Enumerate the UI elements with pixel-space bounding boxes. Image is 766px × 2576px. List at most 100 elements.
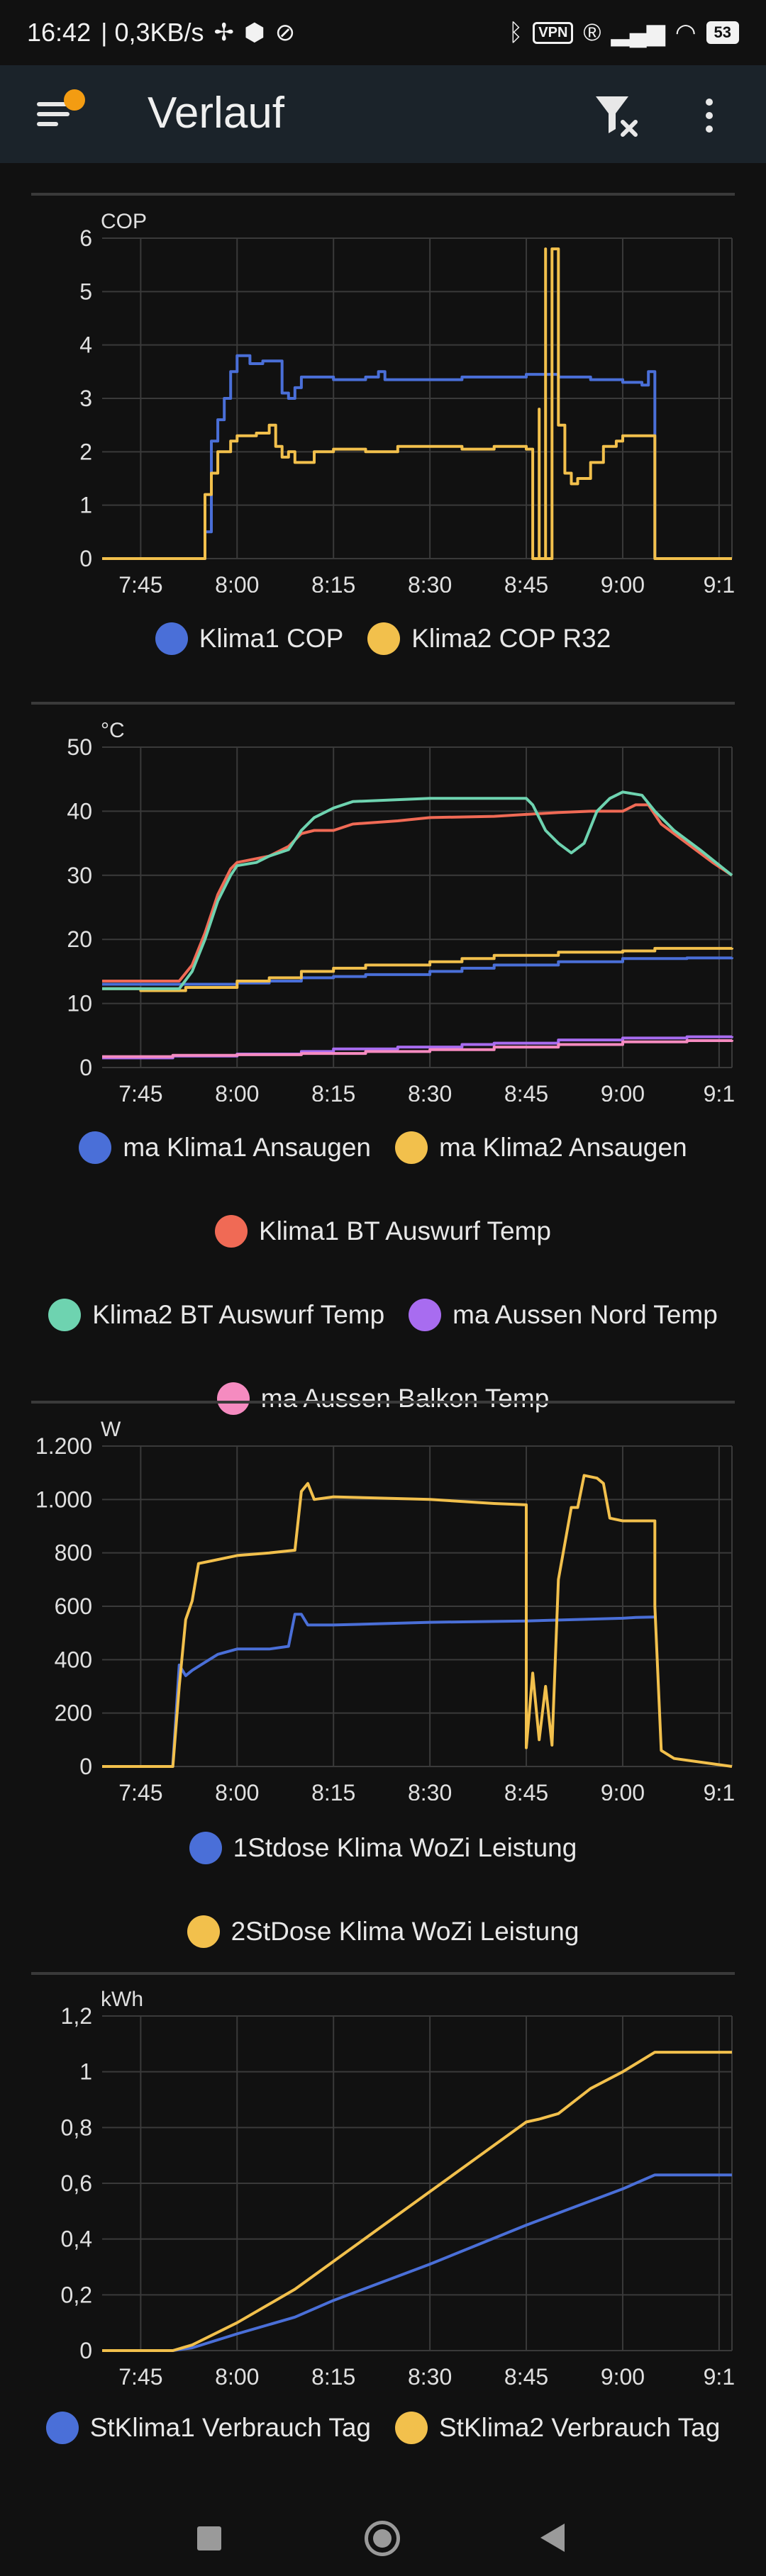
cop-chart[interactable]: COP 0 1 2 3 4 5 6 7:45 8:00 8:15 8:30 8:45 9:00 9:1	[31, 196, 735, 593]
x-tick-label: 8:30	[408, 1081, 452, 1102]
y-tick-label: 3	[79, 386, 92, 411]
app-notification-icon: ⬢	[244, 19, 265, 46]
cop-chart-card: COP 0 1 2 3 4 5 6 7:45 8:00 8:15 8:30 8:45 9:00 9:1 Kl…	[31, 193, 735, 672]
x-tick-label: 8:15	[311, 1081, 355, 1102]
series-line-2stdose-klima-wozi-leistung	[102, 1474, 733, 1768]
legend-item[interactable]: Klima1 BT Auswurf Temp	[215, 1211, 551, 1252]
legend-item[interactable]: 2StDose Klima WoZi Leistung	[187, 1911, 579, 1952]
legend-item[interactable]: ma Aussen Nord Temp	[409, 1294, 718, 1335]
y-tick-label: 200	[55, 1701, 92, 1726]
wifi-icon: ◠	[675, 19, 696, 46]
x-tick-label: 8:00	[215, 1780, 259, 1801]
temperature-chart[interactable]: °C 0 10 20 30 40 50 7:45 8:00 8:15 8:30 8:45 9:00 9:1	[31, 705, 735, 1102]
y-tick-label: 4	[79, 332, 92, 358]
legend-item[interactable]: StKlima1 Verbrauch Tag	[45, 2407, 371, 2448]
legend-item[interactable]: ma Klima1 Ansaugen	[79, 1127, 371, 1168]
series-line-stklima2-verbrauch-tag	[102, 2051, 732, 2352]
y-tick-label: 1,2	[61, 2003, 92, 2029]
legend-item[interactable]: Klima1 COP	[155, 618, 344, 659]
status-bar: 16:42 | 0,3KB/s ✢ ⬢ ⊘ ᛒ VPN ® ▂▄▆ ◠ 53	[0, 0, 766, 65]
legend-item[interactable]: Klima2 COP R32	[367, 618, 611, 659]
legend-swatch	[79, 1131, 112, 1164]
legend-label: Klima2 BT Auswurf Temp	[92, 1300, 385, 1329]
x-tick-label: 8:45	[504, 572, 548, 593]
x-tick-label: 9:1	[704, 1780, 735, 1801]
back-button[interactable]	[540, 2524, 565, 2552]
x-tick-label: 8:45	[504, 2364, 548, 2386]
x-tick-label: 8:00	[215, 572, 259, 593]
series-line-ma-aussen-balkon-temp	[102, 1039, 733, 1058]
legend-label: ma Aussen Nord Temp	[453, 1300, 718, 1329]
menu-icon	[37, 102, 70, 106]
x-tick-label: 7:45	[118, 2364, 162, 2386]
power-chart[interactable]: W 0 200 400 600 800 1.000 1.200 7:45 8:00 8:15 8:30…	[31, 1404, 735, 1801]
y-tick-label: 0	[79, 1754, 92, 1779]
energy-chart-legend: StKlima1 Verbrauch Tag StKlima2 Verbrauch…	[31, 2407, 735, 2448]
home-button[interactable]	[365, 2521, 400, 2556]
clear-filter-button[interactable]	[593, 91, 643, 140]
status-network-speed: | 0,3KB/s	[101, 18, 204, 47]
legend-swatch	[45, 2412, 79, 2444]
more-options-button[interactable]	[688, 91, 731, 140]
series-line-klima1-cop	[102, 354, 732, 560]
legend-item[interactable]: 1Stdose Klima WoZi Leistung	[189, 1827, 577, 1869]
legend-item[interactable]: StKlima2 Verbrauch Tag	[395, 2407, 720, 2448]
legend-label: ma Aussen Balkon Temp	[260, 1384, 550, 1413]
energy-chart-card: kWh 0 0,2 0,4 0,6 0,8 1 1,2 7:45 8:00 8:15 8:30 8:45…	[31, 1972, 735, 2468]
legend-label: ma Klima2 Ansaugen	[439, 1133, 687, 1162]
x-tick-label: 8:45	[504, 1081, 548, 1102]
notification-dot	[64, 89, 85, 111]
power-chart-card: W 0 200 400 600 800 1.000 1.200 7:45 8:00 8:15 8:30…	[31, 1401, 735, 1961]
series-line-ma-klima2-ansaugen	[102, 946, 733, 992]
legend-label: Klima2 COP R32	[411, 624, 611, 653]
y-tick-label: 10	[67, 991, 92, 1017]
recents-button[interactable]	[197, 2526, 221, 2550]
legend-item[interactable]: ma Aussen Balkon Temp	[216, 1378, 550, 1419]
x-tick-label: 8:00	[215, 2364, 259, 2386]
legend-label: Klima1 COP	[199, 624, 344, 653]
legend-swatch	[155, 622, 188, 655]
y-tick-label: 0,2	[61, 2282, 92, 2307]
legend-swatch	[395, 1131, 428, 1164]
y-tick-label: 1.200	[35, 1433, 92, 1459]
more-vert-dot	[706, 125, 713, 133]
x-tick-label: 7:45	[118, 572, 162, 593]
x-tick-label: 8:15	[311, 1780, 355, 1801]
y-tick-label: 40	[67, 798, 92, 824]
y-tick-label: 6	[79, 225, 92, 251]
legend-item[interactable]: ma Klima2 Ansaugen	[395, 1127, 687, 1168]
y-unit-label: kWh	[101, 1988, 143, 2011]
power-chart-legend: 1Stdose Klima WoZi Leistung 2StDose Klima…	[31, 1827, 735, 1952]
legend-swatch	[189, 1832, 222, 1864]
y-tick-label: 400	[55, 1647, 92, 1672]
series-line-klima2-bt-auswurf-temp	[102, 790, 733, 990]
x-tick-label: 8:30	[408, 572, 452, 593]
legend-label: 2StDose Klima WoZi Leistung	[231, 1917, 579, 1946]
x-tick-label: 9:00	[601, 1780, 645, 1801]
series-line-ma-klima1-ansaugen	[102, 956, 733, 986]
blocked-icon: ⊘	[274, 19, 296, 46]
y-tick-label: 1	[79, 2059, 92, 2085]
y-unit-label: °C	[101, 719, 125, 742]
series-line-klima1-bt-auswurf-temp	[102, 803, 733, 982]
x-tick-label: 9:00	[601, 1081, 645, 1102]
menu-icon-bar	[37, 112, 70, 116]
legend-label: StKlima1 Verbrauch Tag	[89, 2413, 371, 2442]
legend-item[interactable]: Klima2 BT Auswurf Temp	[48, 1294, 384, 1335]
series-line-stklima1-verbrauch-tag	[102, 2173, 732, 2352]
more-vert-icon	[706, 99, 713, 106]
energy-chart[interactable]: kWh 0 0,2 0,4 0,6 0,8 1 1,2 7:45 8:00 8:15 8:30 8:45…	[31, 1975, 735, 2386]
series-line-klima2-cop-r32	[102, 247, 732, 560]
more-vert-dot	[706, 112, 713, 119]
y-tick-label: 1.000	[35, 1486, 92, 1512]
y-tick-label: 600	[55, 1594, 92, 1619]
menu-button[interactable]	[34, 89, 85, 135]
y-tick-label: 2	[79, 439, 92, 464]
legend-swatch	[409, 1299, 442, 1331]
legend-label: Klima1 BT Auswurf Temp	[259, 1216, 551, 1245]
page-title: Verlauf	[148, 89, 285, 138]
legend-label: ma Klima1 Ansaugen	[123, 1133, 371, 1162]
x-tick-label: 8:30	[408, 2364, 452, 2386]
status-time: 16:42	[27, 18, 91, 47]
cop-chart-legend: Klima1 COP Klima2 COP R32	[31, 618, 735, 659]
